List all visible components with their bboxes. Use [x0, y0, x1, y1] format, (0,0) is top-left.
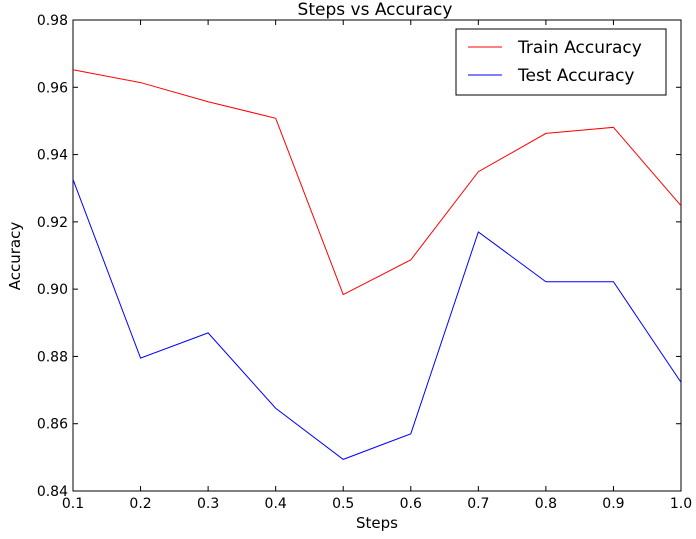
chart-title: Steps vs Accuracy	[298, 0, 453, 20]
y-tick-label: 0.96	[37, 80, 68, 96]
y-tick-label: 0.90	[37, 282, 68, 298]
y-tick-label: 0.84	[37, 484, 68, 500]
y-tick-label: 0.98	[37, 13, 68, 29]
x-axis-label: Steps	[356, 514, 398, 532]
x-tick-label: 0.4	[265, 496, 287, 512]
legend-label: Test Accuracy	[517, 66, 635, 86]
x-tick-label: 0.7	[467, 496, 489, 512]
x-tick-label: 0.5	[332, 496, 354, 512]
y-tick-label: 0.92	[37, 215, 68, 231]
x-tick-label: 0.8	[535, 496, 557, 512]
x-tick-label: 0.9	[602, 496, 624, 512]
x-tick-label: 0.2	[129, 496, 151, 512]
y-tick-label: 0.94	[37, 148, 68, 164]
y-axis-label: Accuracy	[6, 222, 24, 291]
legend-label: Train Accuracy	[517, 38, 642, 58]
legend: Train Accuracy Test Accuracy	[456, 29, 666, 95]
y-tick-label: 0.88	[37, 349, 68, 365]
x-tick-label: 0.3	[197, 496, 219, 512]
x-tick-label: 1.0	[670, 496, 692, 512]
y-tick-label: 0.86	[37, 417, 68, 433]
x-tick-label: 0.6	[400, 496, 422, 512]
